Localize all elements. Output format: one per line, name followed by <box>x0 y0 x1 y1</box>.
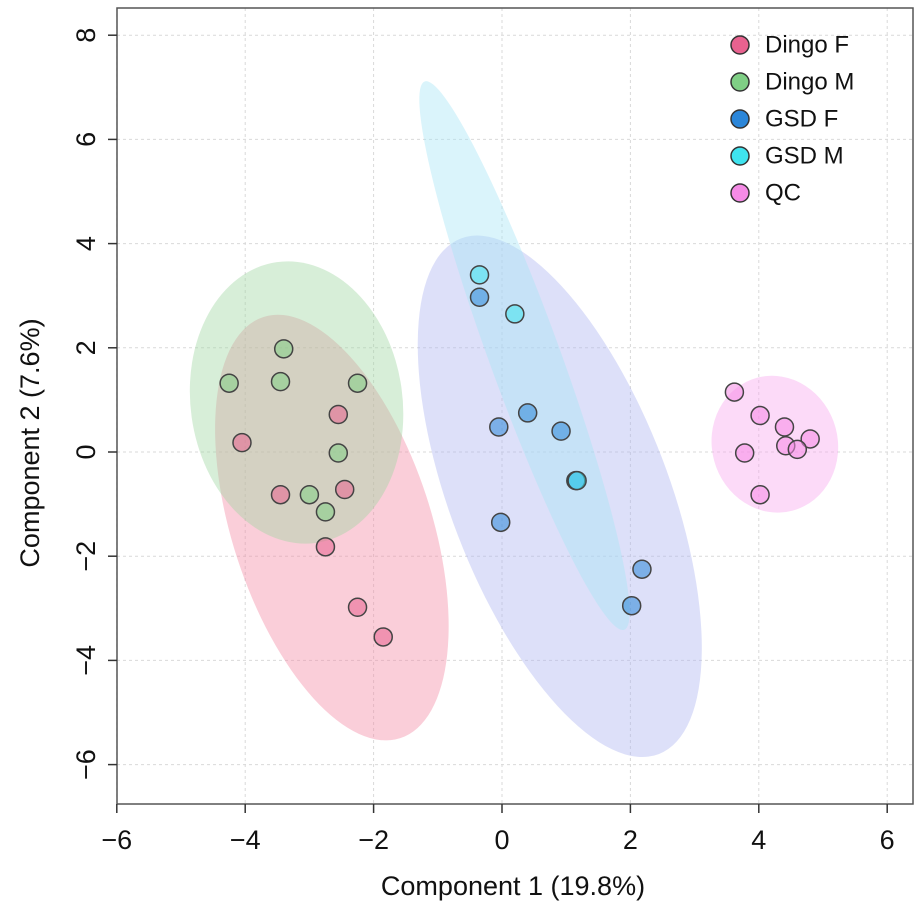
x-tick-label: −6 <box>101 825 132 855</box>
point-dingo-f <box>334 479 355 500</box>
x-tick-label: 2 <box>623 825 638 855</box>
ellipse-gsd-f <box>417 235 702 758</box>
point-gsd-f <box>489 417 509 437</box>
point-gsd-f <box>490 512 511 533</box>
x-tick-label: −4 <box>230 825 261 855</box>
legend-label-dingo-m: Dingo M <box>765 69 854 96</box>
y-tick-label: 0 <box>71 444 101 459</box>
point-dingo-m <box>273 339 294 359</box>
point-dingo-m <box>270 371 291 392</box>
legend-marker-gsd-m <box>730 146 750 166</box>
legend-label-qc: QC <box>765 180 801 207</box>
point-gsd-m <box>505 304 525 324</box>
y-axis-title: Component 2 (7.6%) <box>15 318 45 567</box>
y-tick-label: −2 <box>71 541 101 572</box>
point-qc <box>750 484 770 505</box>
legend-marker-dingo-f <box>730 35 750 55</box>
point-qc <box>750 405 770 426</box>
point-gsd-m <box>567 470 587 491</box>
y-tick-label: 6 <box>71 132 101 147</box>
y-tick-label: 2 <box>71 340 101 355</box>
point-dingo-m <box>347 373 368 393</box>
point-qc <box>724 382 745 402</box>
x-tick-label: 0 <box>494 825 509 855</box>
point-dingo-f <box>328 404 349 425</box>
plot-frame <box>116 7 914 805</box>
legend: Dingo F Dingo M GSD F GSD M QC <box>730 32 854 207</box>
point-qc <box>800 429 820 449</box>
point-dingo-m <box>328 443 349 463</box>
legend-label-gsd-f: GSD F <box>765 106 838 133</box>
point-dingo-f <box>373 627 393 647</box>
point-dingo-f <box>347 597 368 618</box>
legend-marker-gsd-f <box>730 109 750 129</box>
ellipse-gsd-m <box>419 81 630 631</box>
grid <box>116 8 913 804</box>
legend-marker-qc <box>730 183 750 203</box>
x-tick-label: −2 <box>358 825 389 855</box>
point-qc <box>787 439 808 460</box>
point-gsd-f <box>469 287 490 308</box>
point-dingo-m <box>219 373 239 393</box>
x-tick-label: 4 <box>751 825 766 855</box>
point-gsd-f <box>621 595 642 616</box>
y-tick-label: 8 <box>71 28 101 43</box>
point-gsd-f <box>551 421 571 441</box>
x-tick-label: 6 <box>880 825 895 855</box>
legend-label-dingo-f: Dingo F <box>765 32 849 59</box>
point-dingo-f <box>270 484 291 505</box>
point-gsd-f <box>632 559 652 579</box>
point-dingo-m <box>315 502 336 522</box>
point-dingo-f <box>232 432 252 453</box>
confidence-ellipses <box>189 81 839 758</box>
point-dingo-m <box>299 484 320 505</box>
axes: −6 −4 −2 0 2 4 6 −6 −4 −2 0 2 4 6 8 <box>71 28 895 855</box>
point-gsd-m <box>469 265 490 285</box>
point-dingo-f <box>315 537 336 557</box>
y-tick-label: −4 <box>71 645 101 676</box>
legend-marker-dingo-m <box>730 72 750 92</box>
point-qc <box>734 443 755 463</box>
point-gsd-f <box>517 403 538 423</box>
ellipse-dingo-m <box>189 261 404 544</box>
y-tick-label: −6 <box>71 749 101 780</box>
y-tick-label: 4 <box>71 236 101 251</box>
data-points <box>219 265 820 647</box>
x-axis-title: Component 1 (19.8%) <box>381 871 645 901</box>
ellipse-qc <box>711 375 839 513</box>
point-qc <box>774 417 795 437</box>
legend-label-gsd-m: GSD M <box>765 143 844 170</box>
